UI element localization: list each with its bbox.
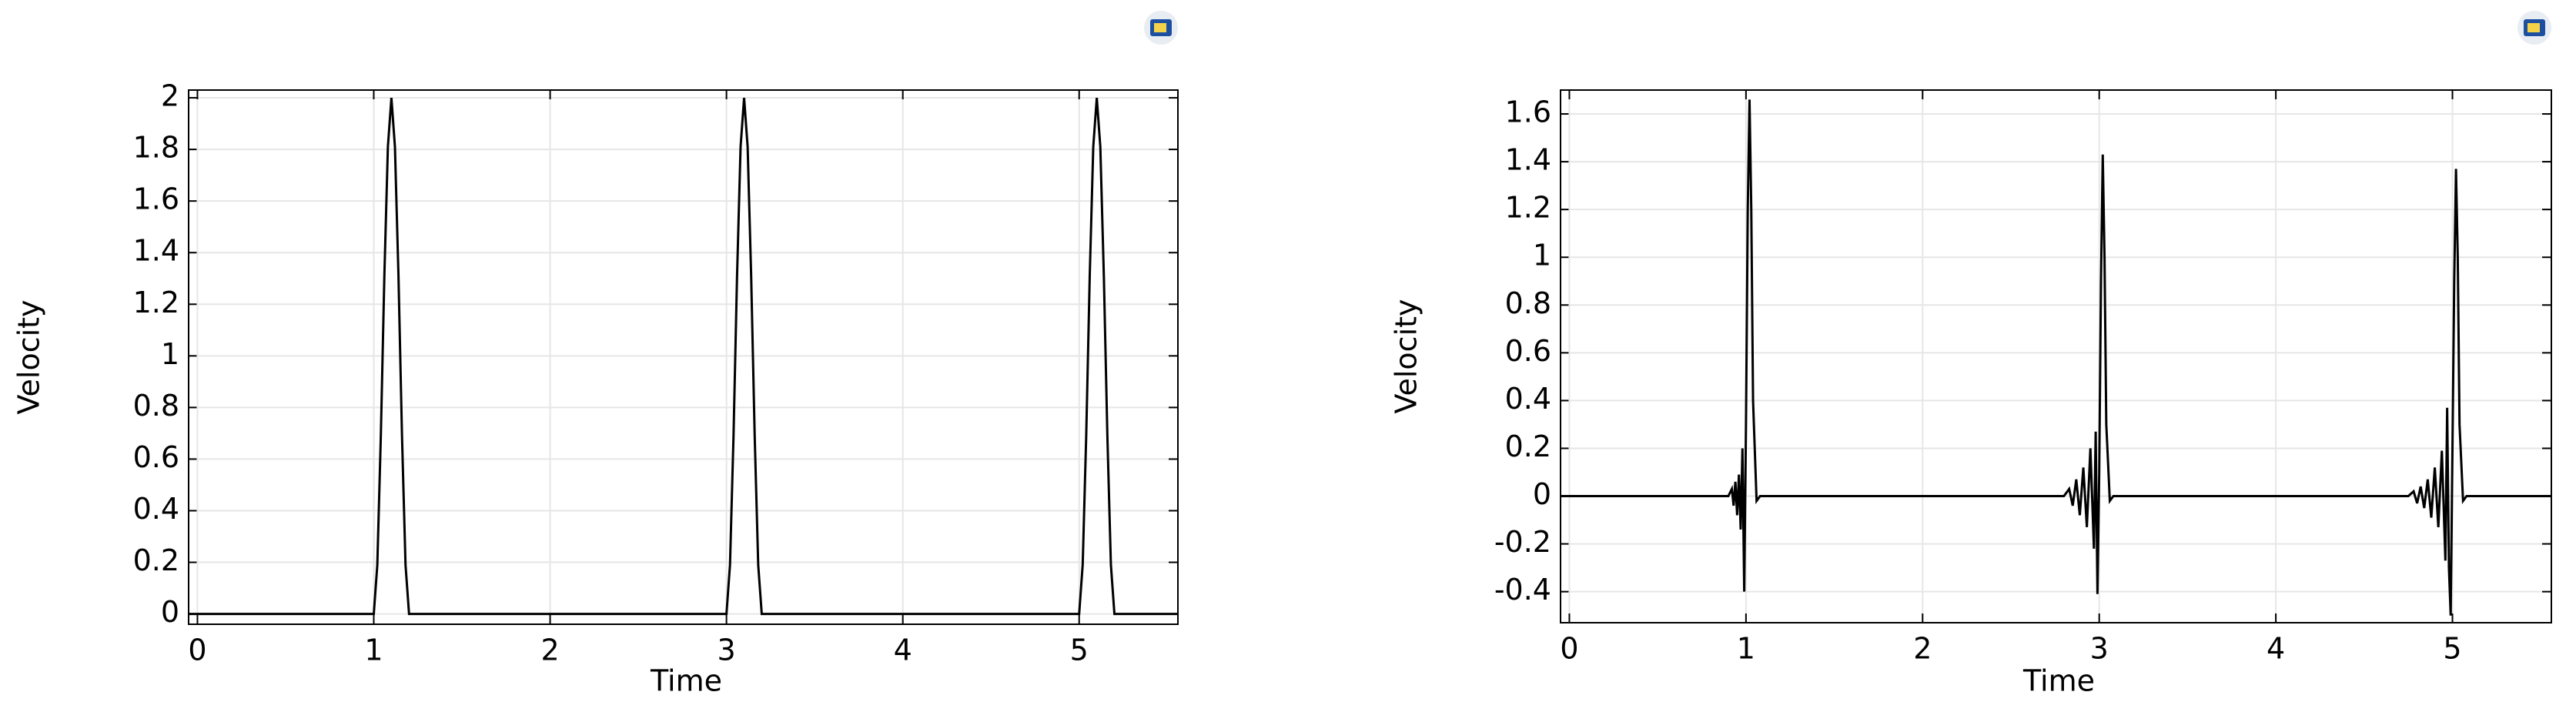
- y-tick-label: -0.4: [1494, 573, 1551, 607]
- y-tick-label: 1.6: [133, 182, 179, 216]
- x-tick-label: 3: [2090, 632, 2109, 666]
- data-line: [189, 97, 1178, 616]
- y-tick-label: 1.6: [1505, 95, 1551, 129]
- data-line: [1561, 99, 2551, 616]
- y-tick-label: 0.6: [1505, 334, 1551, 368]
- x-axis-label: Time: [650, 664, 722, 698]
- y-tick-label: 2: [161, 79, 179, 113]
- plot-icon: [2517, 11, 2551, 45]
- y-tick-label: 0.8: [1505, 286, 1551, 320]
- x-tick-label: 1: [364, 633, 383, 667]
- x-tick-label: 2: [540, 633, 559, 667]
- y-tick-label: 0.6: [133, 440, 179, 474]
- x-tick-label: 3: [718, 633, 736, 667]
- x-tick-label: 4: [2267, 632, 2285, 666]
- y-tick-label: 0.4: [1505, 382, 1551, 416]
- y-tick-label: 1.4: [133, 234, 179, 268]
- x-tick-label: 4: [894, 633, 912, 667]
- x-tick-label: 1: [1737, 632, 1755, 666]
- plot-icon: [1144, 11, 1178, 45]
- y-tick-label: 0.8: [133, 389, 179, 423]
- plot-frame: [188, 89, 1179, 625]
- y-tick-label: 1.8: [133, 131, 179, 165]
- y-tick-label: 1.2: [1505, 191, 1551, 225]
- x-tick-label: 2: [1913, 632, 1932, 666]
- x-axis-label: Time: [2022, 664, 2095, 698]
- y-axis-label: Velocity: [1390, 299, 1423, 413]
- x-tick-label: 5: [1070, 633, 1089, 667]
- y-tick-label: 0.4: [133, 492, 179, 526]
- y-tick-label: 0: [161, 595, 179, 629]
- y-tick-label: 0.2: [133, 543, 179, 577]
- y-tick-label: 1.2: [133, 286, 179, 319]
- y-tick-label: -0.2: [1494, 525, 1551, 559]
- y-axis-label: Velocity: [12, 299, 46, 414]
- x-tick-label: 0: [188, 633, 206, 667]
- y-tick-label: 1: [1533, 239, 1551, 272]
- x-tick-label: 0: [1560, 632, 1578, 666]
- plot-frame: [1560, 89, 2552, 623]
- y-tick-label: 0: [1533, 477, 1551, 511]
- y-tick-label: 1.4: [1505, 143, 1551, 177]
- y-tick-label: 0.2: [1505, 430, 1551, 463]
- y-tick-label: 1: [161, 337, 179, 371]
- x-tick-label: 5: [2443, 632, 2461, 666]
